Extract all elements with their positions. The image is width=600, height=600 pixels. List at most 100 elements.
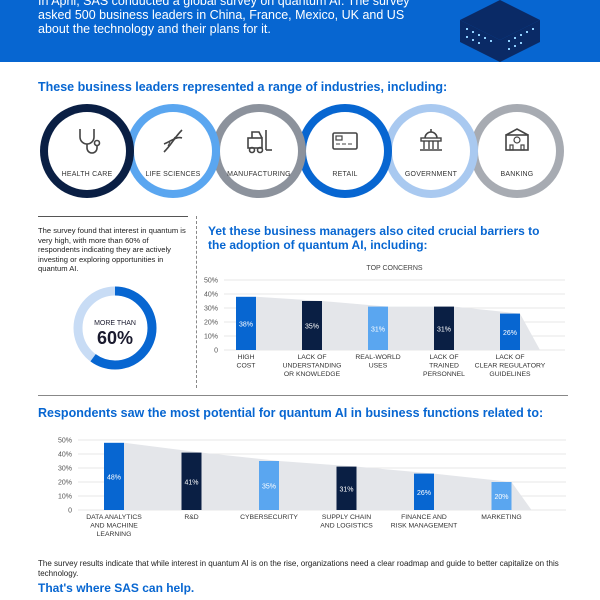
server-rack-icon: [460, 0, 540, 62]
category-label: LEARNING: [97, 531, 132, 538]
ring-inner: [48, 112, 126, 190]
header-banner: In April, SAS conducted a global survey …: [0, 0, 600, 62]
functions-title: Respondents saw the most potential for q…: [38, 406, 544, 420]
category-label: LACK OF: [429, 354, 458, 361]
bar: [500, 313, 520, 350]
bar: [491, 482, 512, 510]
bar: [302, 301, 322, 350]
trend-shadow: [256, 296, 540, 350]
donut-small-label: MORE THAN: [94, 320, 136, 327]
category-label: CYBERSECURITY: [240, 514, 298, 521]
category-label: HIGH: [238, 354, 255, 361]
ring-inner: [392, 112, 470, 190]
category-label: USES: [369, 363, 388, 370]
forklift-icon: [247, 130, 272, 154]
category-label: TRAINED: [429, 363, 459, 370]
dna-icon: [163, 129, 183, 153]
capitol-icon: [420, 129, 442, 151]
bar: [336, 466, 357, 510]
category-label: AND MACHINE: [90, 523, 138, 530]
functions-chart-svg: 0 10% 20% 30% 40% 50% 48% DATA ANALYTICS AND MAC…: [58, 438, 566, 538]
bar-value-label: 20%: [494, 494, 508, 501]
stethoscope-icon: [79, 129, 101, 154]
bar-value-label: 31%: [437, 326, 451, 333]
bar: [414, 473, 434, 510]
bar-value-label: 26%: [417, 490, 431, 497]
bar-value-label: 35%: [305, 324, 319, 331]
bar-value-label: 38%: [239, 321, 253, 328]
interest-text: The survey found that interest in quantu…: [38, 226, 186, 273]
industry-label: RETAIL: [332, 171, 358, 178]
intro-text: In April, SAS conducted a global survey …: [38, 0, 410, 36]
category-label: DATA ANALYTICS: [86, 514, 142, 521]
concerns-chart-svg: TOP CONCERNS 0 10% 20% 30% 40% 50% 38% HIGH COST 3…: [204, 265, 565, 378]
footer-text: The survey results indicate that while i…: [38, 559, 559, 578]
ring-inner: [478, 112, 556, 190]
category-label: SUPPLY CHAIN: [322, 514, 371, 521]
bar: [368, 306, 388, 350]
bar-value-label: 48%: [107, 474, 121, 481]
category-label: OR KNOWLEDGE: [284, 371, 341, 378]
y-tick-label: 40%: [204, 292, 218, 299]
donut-big-label: 60%: [96, 328, 134, 348]
bar-value-label: 35%: [262, 484, 276, 491]
industry-manufacturing: MANUFACTURING: [212, 104, 306, 198]
bar-value-label: 26%: [503, 330, 517, 337]
category-label: FINANCE AND: [401, 514, 447, 521]
bar: [181, 452, 202, 510]
industries-title: These business leaders represented a ran…: [38, 80, 448, 94]
functions-chart: 0 10% 20% 30% 40% 50% 48% DATA ANALYTICS AND MAC…: [38, 428, 568, 556]
category-label: CLEAR REGULATORY: [475, 363, 546, 370]
y-tick-label: 20%: [204, 320, 218, 327]
industry-label: BANKING: [500, 171, 534, 178]
category-label: AND LOGISTICS: [320, 523, 373, 530]
y-tick-label: 20%: [58, 480, 72, 487]
category-label: LACK OF: [495, 354, 524, 361]
barriers-title: Yet these business managers also cited c…: [208, 224, 540, 252]
y-tick-label: 0: [68, 508, 72, 515]
bar-value-label: 41%: [184, 479, 198, 486]
category-label: UNDERSTANDING: [283, 363, 342, 370]
ring-inner: [134, 112, 212, 190]
divider: [38, 395, 568, 396]
category-label: PERSONNEL: [423, 371, 465, 378]
y-tick-label: 50%: [58, 438, 72, 445]
industry-label: MANUFACTURING: [227, 171, 291, 178]
bar-value-label: 31%: [371, 326, 385, 333]
bar: [104, 442, 124, 510]
donut-arc: [73, 286, 157, 370]
y-tick-label: 40%: [58, 452, 72, 459]
credit-card-icon: [332, 132, 358, 150]
y-tick-label: 10%: [58, 494, 72, 501]
ring-inner: [306, 112, 384, 190]
footer-cta: That's where SAS can help.: [38, 581, 195, 595]
y-tick-label: 30%: [204, 306, 218, 313]
industry-government: GOVERNMENT: [384, 104, 478, 198]
bar: [434, 306, 454, 350]
y-tick-label: 30%: [58, 466, 72, 473]
category-label: LACK OF: [297, 354, 326, 361]
industries-row: HEALTH CARE LIFE SCIENCES MANUFACTURING RET…: [40, 104, 570, 204]
industry-label: LIFE SCIENCES: [145, 171, 201, 178]
industry-banking: BANKING: [470, 104, 564, 198]
bar-value-label: 31%: [339, 486, 353, 493]
y-tick-label: 0: [214, 348, 218, 355]
y-tick-label: 10%: [204, 334, 218, 341]
bar: [236, 296, 256, 350]
industry-health-care: HEALTH CARE: [40, 104, 134, 198]
industry-life-sciences: LIFE SCIENCES: [126, 104, 220, 198]
bank-icon: [505, 128, 529, 151]
industry-retail: RETAIL: [298, 104, 392, 198]
divider: [38, 216, 188, 217]
category-label: RISK MANAGEMENT: [391, 523, 457, 530]
category-label: COST: [237, 363, 256, 370]
vertical-divider: [196, 216, 197, 388]
industry-label: GOVERNMENT: [404, 171, 458, 178]
y-tick-label: 50%: [204, 278, 218, 285]
category-label: REAL-WORLD: [355, 354, 400, 361]
industry-label: HEALTH CARE: [61, 171, 113, 178]
bar: [259, 461, 279, 510]
interest-donut: [73, 286, 157, 370]
category-label: GUIDELINES: [489, 371, 531, 378]
ring-inner: [220, 112, 298, 190]
